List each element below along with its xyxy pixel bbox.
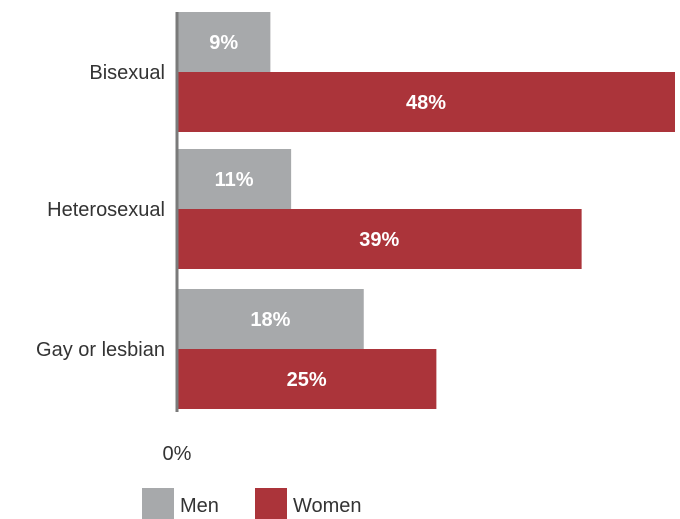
bar-value-label: 11% (215, 169, 254, 191)
bar-men-gay-or-lesbian (177, 289, 364, 349)
bars-group: 9% 48% 11% 39% 18% 25% (177, 12, 675, 409)
bar-value-label: 39% (359, 229, 399, 251)
category-labels: Bisexual Heterosexual Gay or lesbian (36, 62, 165, 361)
bar-value-label: 25% (287, 369, 327, 391)
legend-label-men: Men (180, 495, 219, 517)
bar-women-heterosexual (177, 209, 582, 269)
bar-men-heterosexual (177, 149, 292, 209)
bar-value-label: 48% (406, 92, 446, 114)
legend-swatch-women (255, 488, 287, 519)
bar-women-bisexual (177, 72, 675, 132)
legend-label-women: Women (293, 495, 362, 517)
category-label: Heterosexual (47, 199, 165, 221)
legend-swatch-men (142, 488, 174, 519)
legend: Men Women (142, 488, 362, 519)
bar-women-gay-or-lesbian (177, 349, 437, 409)
bar-value-label: 9% (209, 32, 238, 54)
x-tick-label: 0% (163, 443, 192, 465)
x-axis-ticks: 0% (163, 443, 192, 465)
bar-men-bisexual (177, 12, 271, 72)
bar-value-label: 18% (250, 309, 290, 331)
category-label: Gay or lesbian (36, 339, 165, 361)
category-label: Bisexual (89, 62, 165, 84)
